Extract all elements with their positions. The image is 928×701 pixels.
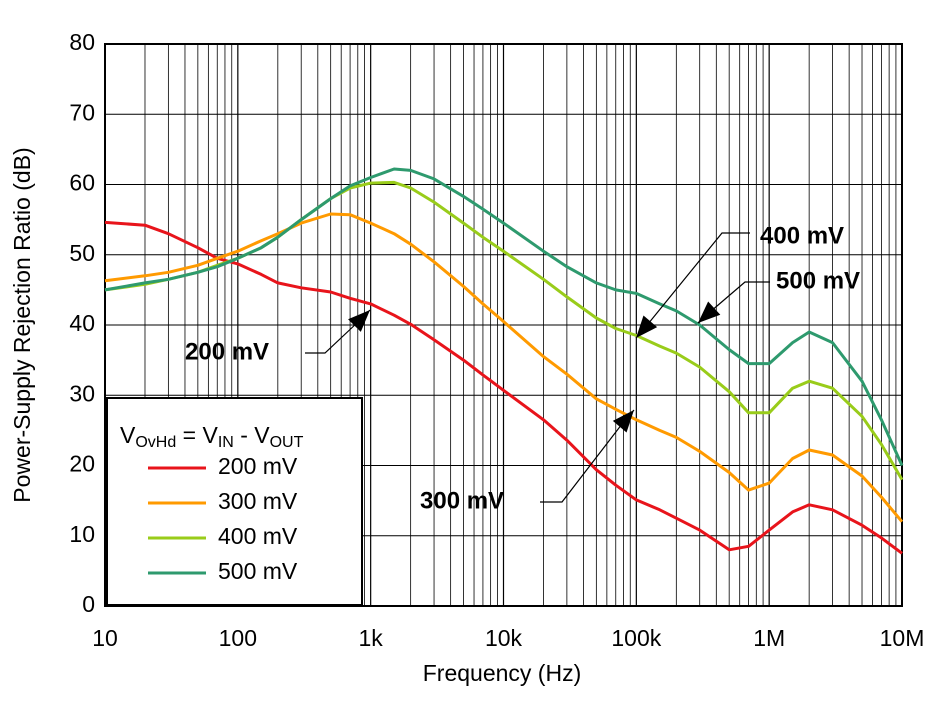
x-tick-label: 1k	[359, 625, 384, 651]
annotation-arrowhead	[698, 301, 721, 323]
x-axis-label: Frequency (Hz)	[423, 660, 581, 686]
x-tick-label: 10k	[485, 625, 523, 651]
x-tick-label: 100k	[611, 625, 661, 651]
plot-frame	[104, 43, 903, 607]
series-line	[104, 167, 904, 467]
y-tick-label: 20	[69, 451, 95, 477]
annotation-arrowhead	[348, 310, 370, 332]
annotation-arrowhead	[636, 315, 658, 338]
y-tick-label: 80	[69, 29, 95, 55]
x-tick-label: 10M	[880, 625, 925, 651]
x-tick-label: 1M	[753, 625, 785, 651]
annotation: 400 mV	[760, 222, 844, 249]
series-line	[104, 212, 904, 523]
annotation: 300 mV	[420, 487, 504, 514]
legend-title-text: - V	[234, 422, 270, 448]
legend-label: 400 mV	[218, 523, 298, 549]
x-tick-label: 100	[219, 625, 257, 651]
y-tick-label: 40	[69, 310, 95, 336]
y-tick-label: 0	[82, 591, 95, 617]
legend-label: 500 mV	[218, 558, 298, 584]
legend-title-text: = V	[176, 422, 218, 448]
y-tick-label: 60	[69, 170, 95, 196]
legend-title: VOvHd = VIN - VOUT	[120, 422, 304, 451]
legend-title-subscript: IN	[218, 434, 234, 451]
series-line	[104, 220, 903, 555]
legend-title-text: V	[120, 422, 136, 448]
annotation: 200 mV	[185, 338, 269, 365]
y-tick-label: 70	[69, 99, 95, 125]
y-tick-label: 10	[69, 521, 95, 547]
x-tick-label: 10	[92, 625, 118, 651]
annotation: 500 mV	[776, 267, 860, 294]
legend-title-subscript: OUT	[270, 434, 304, 451]
legend-label: 300 mV	[218, 488, 298, 514]
y-tick-label: 30	[69, 380, 95, 406]
legend-title-subscript: OvHd	[135, 434, 176, 451]
y-tick-label: 50	[69, 240, 95, 266]
legend-label: 200 mV	[218, 453, 298, 479]
y-axis-label: Power-Supply Rejection Ratio (dB)	[9, 147, 35, 502]
annotation-arrowhead	[612, 410, 634, 433]
